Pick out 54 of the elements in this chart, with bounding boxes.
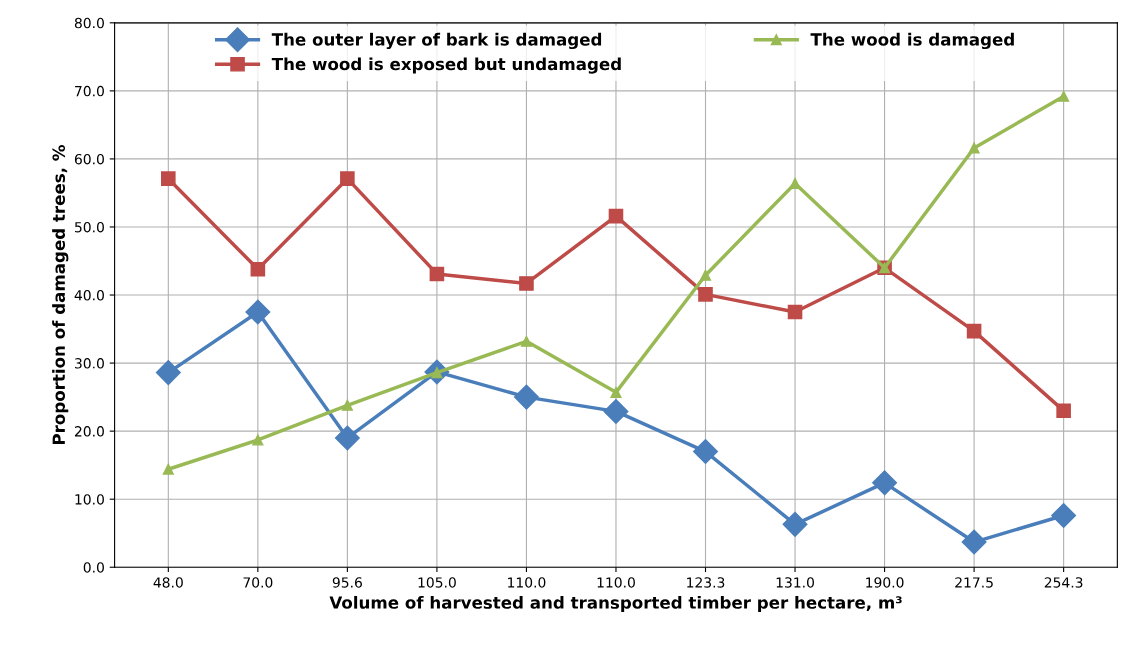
point (608, 208, 624, 224)
point (782, 511, 808, 537)
x-tick-label: 70.0 (243, 577, 273, 588)
x-tick-label: 217.5 (955, 577, 993, 588)
x-tick-label: 48.0 (153, 577, 183, 588)
point (1051, 503, 1077, 528)
x-tick-label: 190.0 (866, 577, 904, 588)
point (789, 177, 801, 189)
x-axis-title: Volume of harvested and transported timber per hectare, m³ (329, 595, 902, 613)
point (429, 266, 445, 282)
legend-label: The wood is exposed but undamaged (271, 57, 621, 74)
point (252, 434, 264, 446)
y-axis-title: Proportion of damaged trees, % (52, 145, 69, 445)
point (961, 529, 987, 555)
legend-label: The wood is damaged (810, 32, 1014, 50)
y-tick-label: 60.0 (74, 153, 104, 165)
y-tick-label: 10.0 (75, 494, 104, 505)
x-tick-label: 110.0 (597, 577, 635, 588)
point (155, 360, 181, 386)
point (519, 276, 534, 291)
y-tick-label: 20.0 (74, 426, 104, 437)
y-tick-label: 70.0 (75, 85, 104, 97)
y-tick-label: 0.0 (83, 562, 104, 573)
point (693, 439, 718, 465)
x-tick-label: 123.3 (687, 577, 725, 588)
point (966, 323, 982, 339)
point (341, 399, 353, 411)
point (161, 171, 176, 186)
x-tick-label: 254.3 (1044, 577, 1083, 588)
x-tick-label: 105.0 (418, 577, 456, 588)
point (787, 304, 803, 320)
y-tick-label: 80.0 (74, 17, 104, 29)
point (872, 470, 898, 496)
point (520, 335, 532, 347)
x-tick-label: 95.6 (332, 577, 362, 588)
x-tick-label: 131.0 (776, 577, 814, 588)
point (162, 463, 174, 475)
point (513, 384, 539, 410)
point (698, 287, 713, 302)
point (699, 269, 712, 281)
x-tick-label: 110.0 (508, 577, 546, 588)
y-tick-label: 50.0 (75, 221, 104, 233)
point (250, 261, 266, 277)
point (245, 299, 271, 325)
point (340, 171, 355, 186)
point (968, 142, 980, 154)
legend-label: The outer layer of bark is damaged (271, 32, 602, 50)
y-tick-label: 40.0 (74, 290, 104, 301)
point (603, 398, 629, 424)
y-tick-label: 30.0 (75, 358, 104, 369)
point (1058, 90, 1070, 102)
point (334, 425, 360, 451)
point (610, 386, 622, 398)
point (1056, 403, 1071, 419)
